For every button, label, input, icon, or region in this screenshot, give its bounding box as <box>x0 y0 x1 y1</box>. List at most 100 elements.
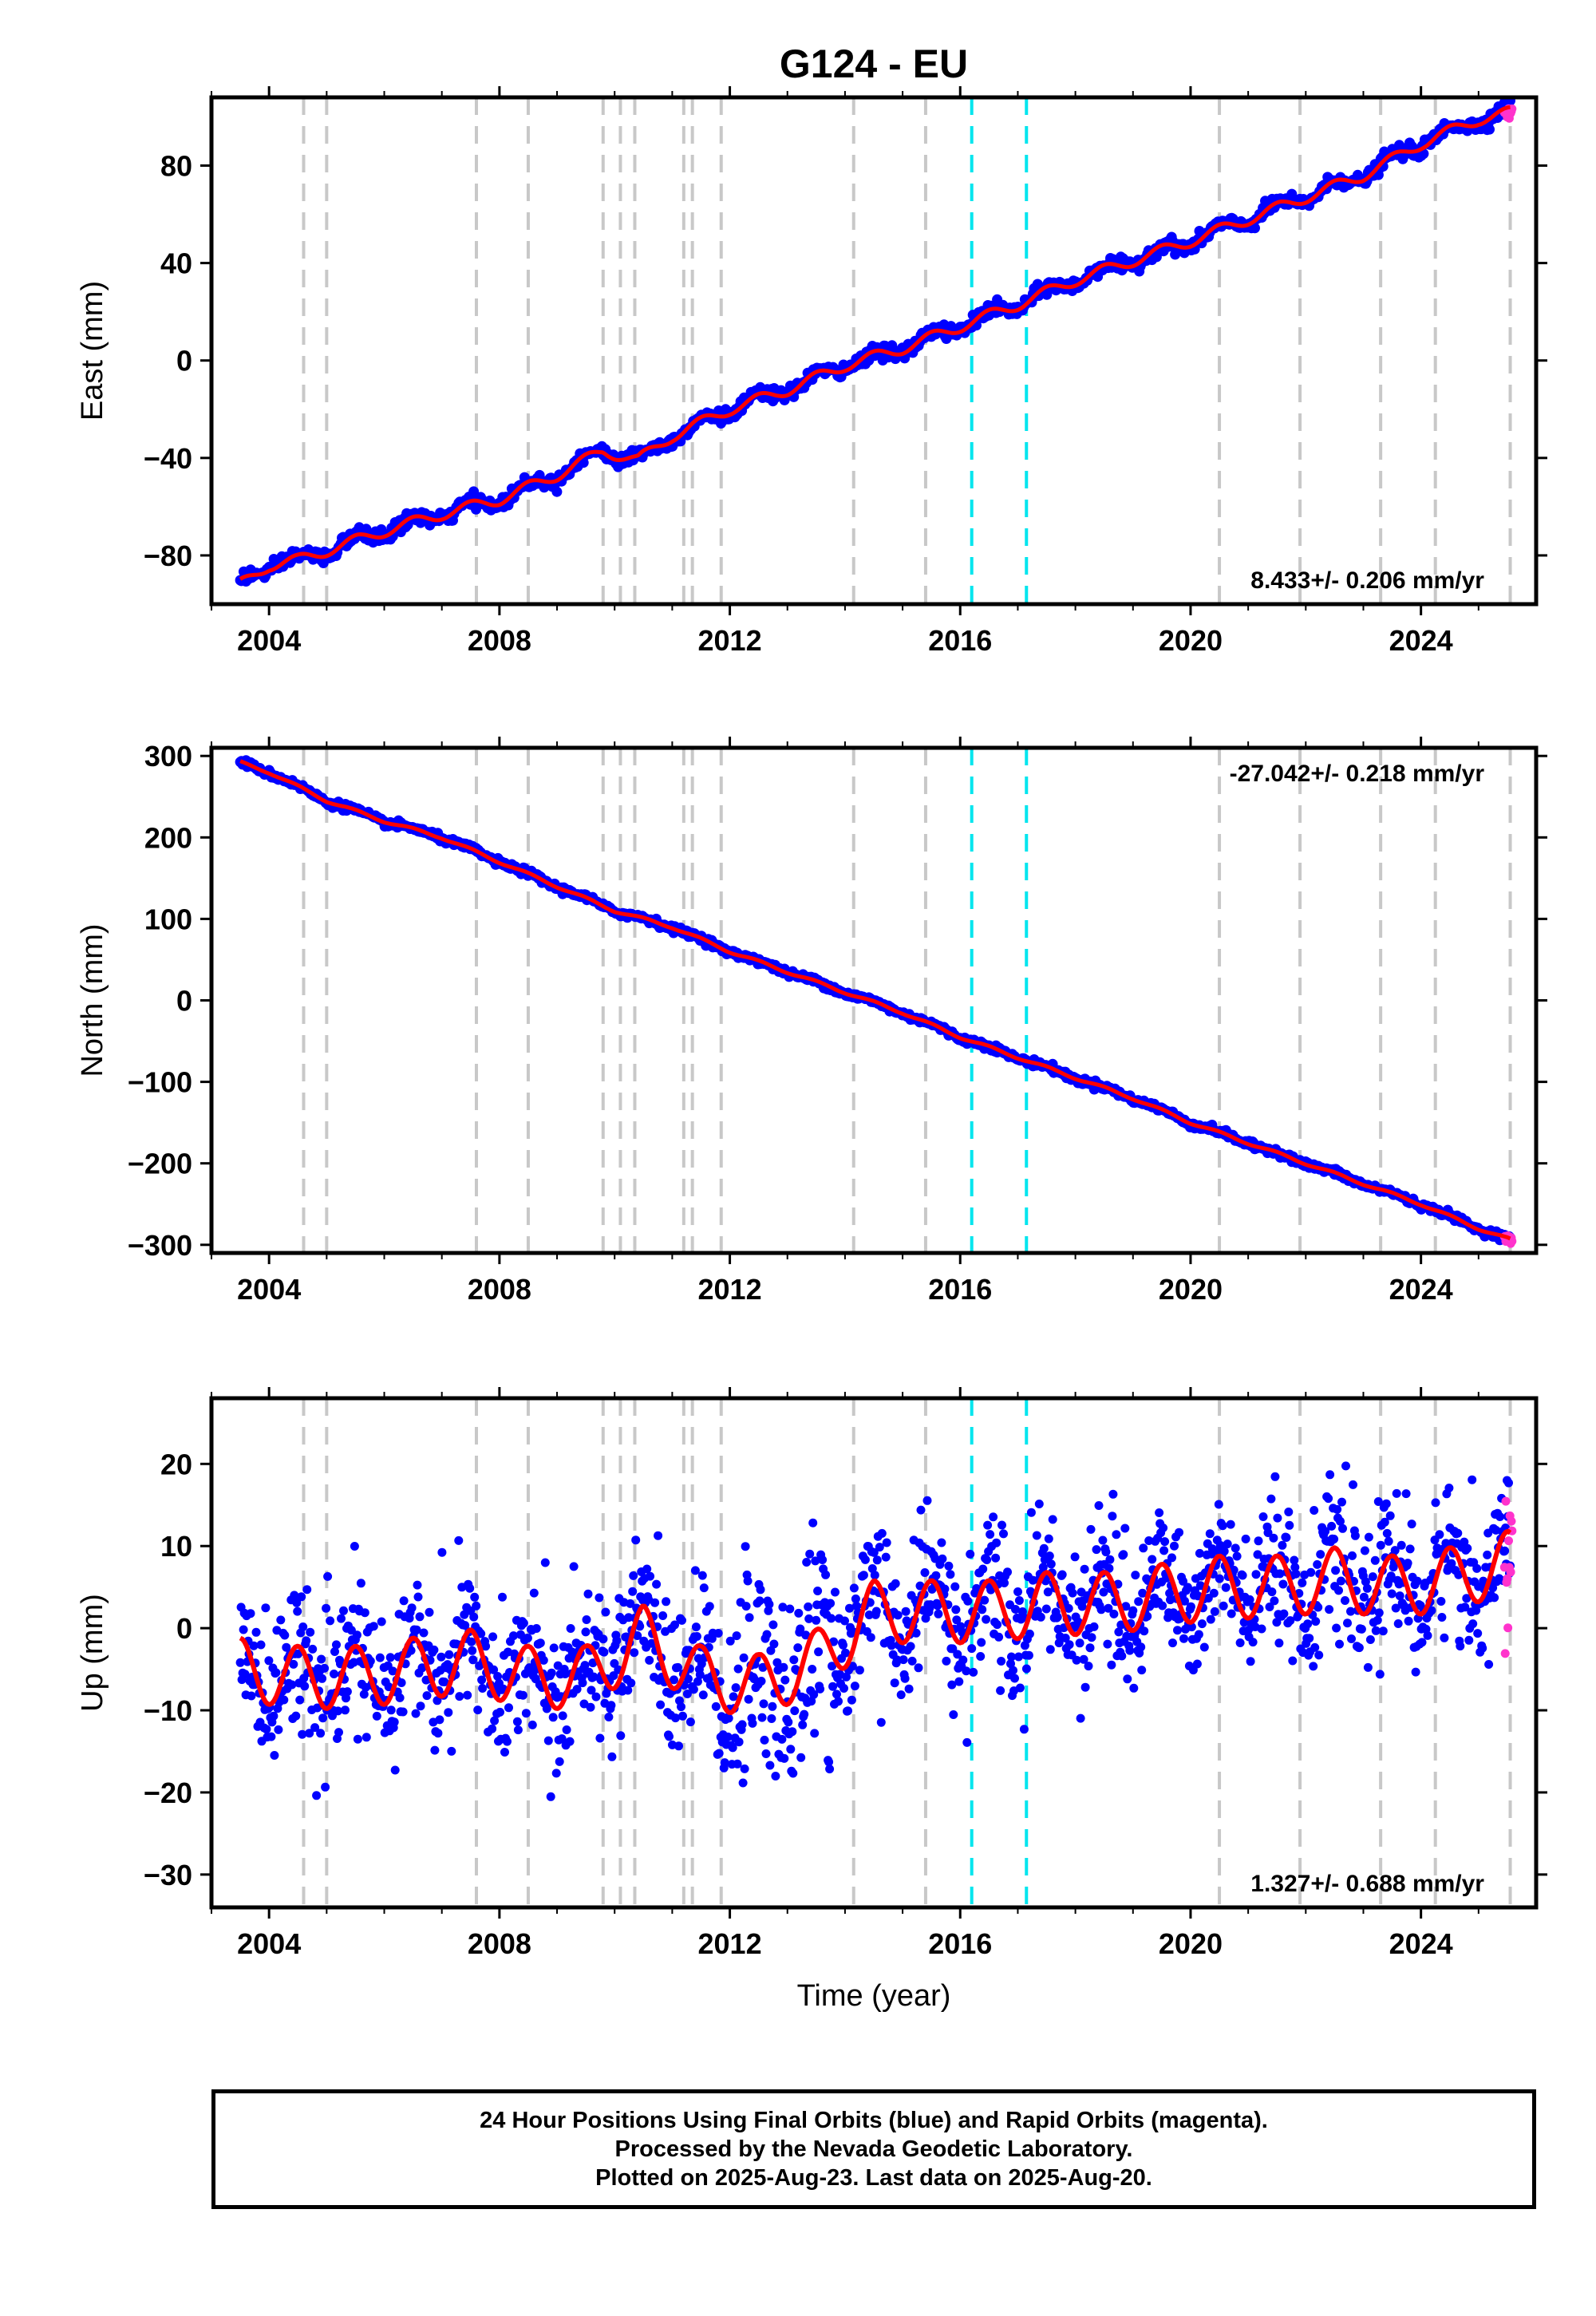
x-tick-label: 2012 <box>698 624 762 657</box>
data-point <box>1403 1559 1412 1568</box>
data-point <box>498 1592 507 1602</box>
data-point <box>940 1584 950 1594</box>
data-point <box>1437 1613 1447 1622</box>
data-point <box>725 1636 735 1646</box>
data-point <box>1173 1626 1182 1635</box>
data-point <box>292 1598 302 1607</box>
data-point <box>1075 1638 1084 1648</box>
data-point <box>851 1601 861 1611</box>
data-point <box>949 1710 958 1719</box>
data-point <box>1371 1626 1381 1635</box>
data-point <box>249 1641 259 1650</box>
data-point <box>954 1677 964 1686</box>
data-point <box>557 1734 567 1744</box>
data-point <box>1346 1607 1355 1616</box>
y-tick-label: 10 <box>160 1530 192 1563</box>
data-point <box>744 1694 753 1704</box>
info-box: 24 Hour Positions Using Final Orbits (bl… <box>211 2089 1536 2209</box>
data-point <box>892 1655 902 1665</box>
data-point <box>1390 1546 1400 1555</box>
data-point <box>850 1682 859 1691</box>
data-point <box>1335 1639 1344 1649</box>
data-point <box>1505 97 1515 106</box>
data-point <box>978 1605 987 1614</box>
data-point <box>412 1625 421 1634</box>
data-point <box>811 1556 820 1566</box>
data-point <box>705 1602 714 1611</box>
data-point <box>1332 1623 1341 1633</box>
data-point <box>1061 1634 1070 1642</box>
data-point <box>983 1520 993 1530</box>
data-point <box>1105 1555 1115 1564</box>
y-tick-label: 0 <box>176 345 192 377</box>
data-point <box>472 1601 481 1611</box>
data-point <box>839 1684 848 1693</box>
data-point <box>1272 1618 1282 1627</box>
data-point <box>756 1585 765 1595</box>
data-point <box>261 1603 271 1613</box>
data-point <box>1490 1593 1499 1603</box>
data-point <box>1279 1609 1289 1618</box>
data-point <box>256 1640 266 1650</box>
data-point <box>920 1568 930 1577</box>
data-point <box>395 1693 405 1702</box>
data-point <box>1376 1540 1385 1550</box>
data-point <box>339 1606 348 1615</box>
data-point <box>946 1570 955 1579</box>
data-point <box>397 1678 406 1687</box>
data-point <box>1086 1524 1096 1534</box>
data-point <box>808 1665 817 1674</box>
data-point <box>1140 1626 1149 1636</box>
data-point <box>437 1547 447 1557</box>
data-point <box>1024 1650 1033 1660</box>
data-point <box>790 1706 800 1716</box>
data-point <box>1114 1627 1124 1637</box>
data-point <box>951 1605 961 1614</box>
data-point <box>1194 1630 1203 1639</box>
data-point <box>430 1745 440 1755</box>
data-point <box>1378 1626 1388 1636</box>
data-point <box>289 1659 298 1669</box>
data-point <box>1382 1528 1392 1538</box>
y-axis-label: Up (mm) <box>76 1594 109 1712</box>
data-point <box>1098 1535 1108 1545</box>
data-point <box>1270 1472 1280 1481</box>
data-point <box>1065 1640 1074 1650</box>
data-point <box>548 1713 558 1722</box>
data-point <box>802 1558 812 1567</box>
panel-east: 2004 2008 2012 2016 2020 2024 80 40 0 −40 −80 East … <box>76 86 1547 657</box>
data-point <box>942 1656 951 1666</box>
data-point <box>993 1620 1002 1630</box>
data-point <box>1064 1603 1073 1613</box>
data-point <box>1108 1512 1117 1521</box>
data-point <box>1288 1656 1298 1666</box>
data-point <box>1478 1643 1487 1653</box>
data-point <box>1306 1567 1316 1577</box>
data-point <box>269 1711 279 1721</box>
data-point <box>322 1603 331 1613</box>
data-point <box>1460 1603 1470 1612</box>
data-point <box>629 1571 638 1580</box>
data-point <box>937 1538 946 1547</box>
data-point <box>1032 1531 1041 1540</box>
data-point <box>764 1606 773 1615</box>
data-point <box>1070 1552 1080 1562</box>
data-point <box>963 1596 973 1606</box>
data-point <box>598 1634 608 1644</box>
rapid-orbit-point <box>1504 1536 1513 1546</box>
data-point <box>549 1643 559 1653</box>
data-point <box>433 1729 443 1738</box>
panel-up: 2004 2008 2012 2016 2020 2024 20 10 0 −10 −20 −30 Up… <box>76 1387 1547 1960</box>
data-point <box>911 1628 921 1638</box>
data-point <box>901 1607 911 1616</box>
data-point <box>1048 1515 1057 1524</box>
data-point <box>1045 1551 1054 1561</box>
data-point <box>1013 1587 1022 1596</box>
data-point <box>1034 1500 1044 1508</box>
data-point <box>1431 1498 1440 1508</box>
data-point <box>788 1769 798 1778</box>
data-point <box>433 1696 442 1705</box>
data-point <box>670 1620 679 1630</box>
data-point <box>519 1618 528 1628</box>
